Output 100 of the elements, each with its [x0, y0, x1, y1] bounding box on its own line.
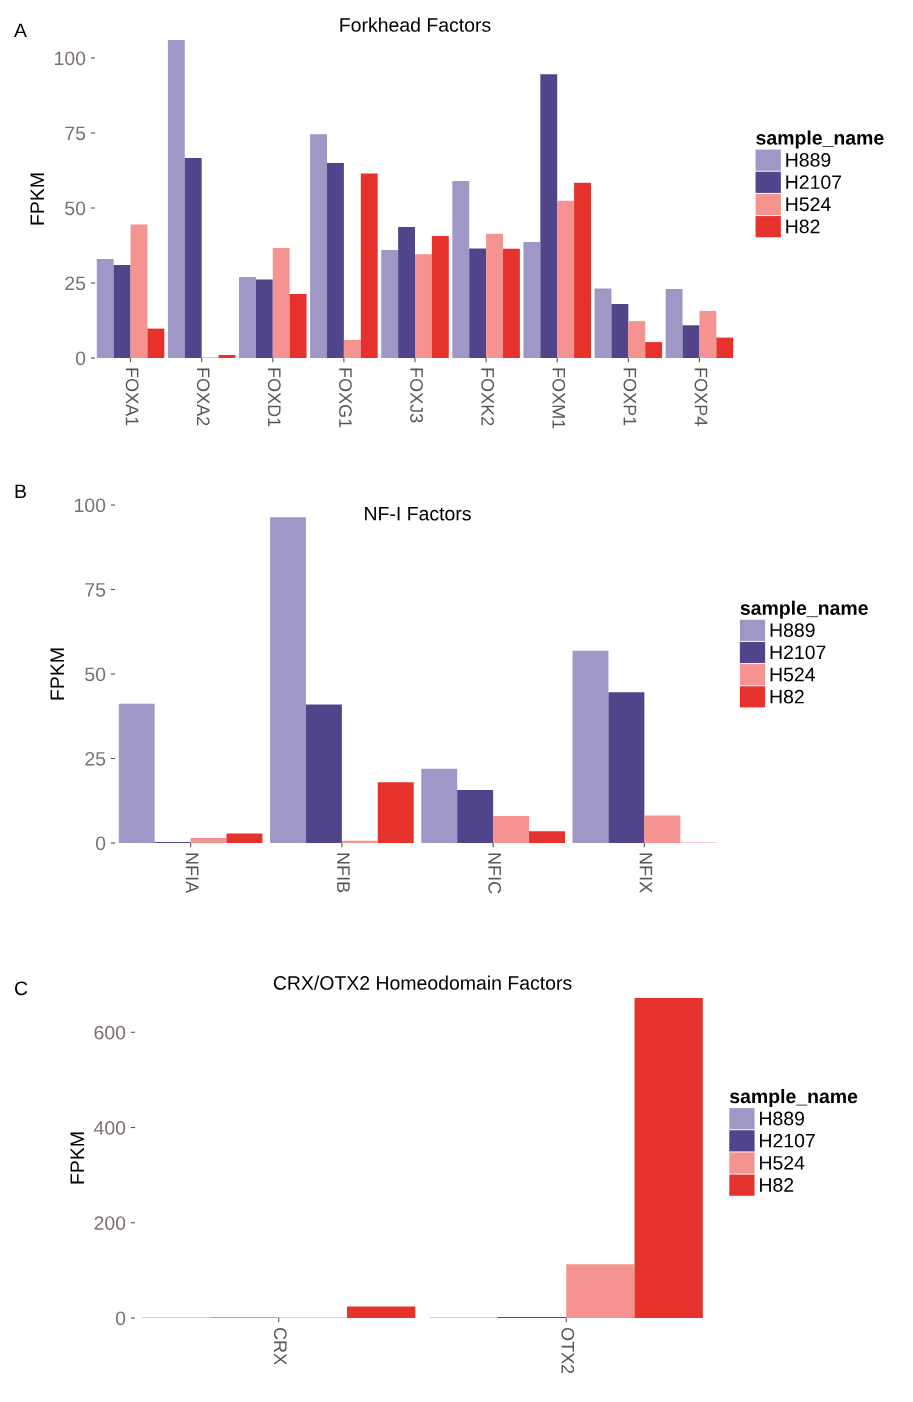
bar — [190, 837, 227, 843]
bar — [682, 325, 700, 358]
x-tick-label: FOXD1 — [267, 368, 281, 427]
legend-label: H2107 — [760, 1133, 815, 1148]
x-tick-label: NFIA — [185, 853, 199, 894]
legend-label: H889 — [770, 623, 815, 638]
legend-label: H889 — [786, 153, 831, 167]
y-tick-label: 600 — [94, 1025, 126, 1040]
bar — [343, 340, 361, 358]
y-tick-label: 75 — [65, 126, 86, 141]
text: A — [14, 23, 27, 38]
bar — [457, 789, 494, 843]
bar — [347, 1306, 416, 1318]
y-tick-label: 100 — [75, 498, 106, 513]
bar — [644, 815, 681, 843]
x-tick-label: FOXM1 — [552, 368, 566, 429]
bar — [398, 226, 415, 358]
bar — [381, 250, 399, 358]
bar — [305, 704, 342, 843]
legend-title: sample_name — [756, 130, 884, 149]
chart-title: NF-I Factors — [365, 506, 471, 521]
bar — [594, 288, 612, 358]
legend-label: H2107 — [770, 645, 826, 660]
bar — [239, 277, 256, 358]
bar — [218, 355, 236, 358]
bar — [611, 304, 629, 358]
bar — [503, 248, 520, 358]
y-tick-label: 75 — [85, 583, 106, 597]
text: B — [15, 484, 26, 499]
chart-title: CRX/OTX2 Homeodomain Factors — [273, 975, 572, 990]
legend-label: H889 — [760, 1111, 805, 1126]
bar — [523, 241, 541, 358]
bar — [486, 233, 503, 358]
x-tick-label: FOXJ3 — [410, 368, 423, 423]
x-tick-label: FOXA1 — [125, 368, 139, 426]
y-tick-label: 200 — [94, 1216, 126, 1230]
bar — [113, 265, 131, 358]
x-tick-label: FOXP1 — [623, 368, 637, 426]
y-tick-label: 0 — [115, 1311, 126, 1326]
x-tick-label: OTX2 — [561, 1327, 575, 1374]
bar — [645, 342, 663, 358]
x-tick-label: FOXK2 — [481, 368, 495, 426]
bar — [272, 247, 290, 358]
x-tick-label: FOXG1 — [339, 368, 352, 428]
bar — [377, 782, 414, 843]
bar — [255, 279, 273, 358]
legend-title: sample_name — [740, 600, 868, 619]
legend-label: H82 — [770, 689, 804, 704]
bar — [118, 703, 155, 843]
legend-label: H82 — [786, 219, 820, 234]
bar — [270, 517, 306, 843]
bar — [628, 321, 646, 358]
bar — [493, 815, 530, 843]
bar — [574, 182, 591, 358]
x-tick-label: CRX — [273, 1327, 287, 1365]
x-tick-label: FOXP4 — [694, 368, 708, 426]
bar — [360, 173, 378, 358]
y-tick-label: 50 — [85, 667, 106, 682]
x-tick-label: NFIX — [639, 853, 653, 893]
bar — [557, 200, 575, 358]
bar — [452, 181, 470, 358]
bar — [289, 294, 307, 358]
bar — [608, 692, 645, 843]
y-tick-label: 25 — [85, 751, 106, 766]
bar — [716, 337, 734, 358]
bar — [572, 650, 609, 843]
y-tick-label: 0 — [95, 836, 106, 851]
bar — [96, 259, 114, 358]
bar — [130, 224, 148, 358]
y-tick-label: 25 — [65, 276, 86, 291]
bar — [226, 833, 263, 843]
legend-label: H82 — [760, 1178, 794, 1192]
x-tick-label: NFIC — [488, 853, 502, 894]
bar — [431, 235, 449, 358]
y-tick-label: 0 — [75, 351, 86, 366]
y-tick-label: 50 — [65, 201, 86, 216]
text: C — [14, 981, 28, 996]
bar — [167, 40, 185, 358]
legend-label: H524 — [770, 667, 815, 682]
legend-label: H524 — [786, 197, 831, 212]
bar — [327, 163, 344, 358]
bar — [310, 134, 327, 358]
y-axis-title: FPKM — [70, 1132, 84, 1184]
x-tick-label: NFIB — [337, 853, 350, 893]
bar — [415, 254, 432, 358]
bar — [184, 157, 202, 358]
bar — [529, 831, 565, 843]
bar — [634, 998, 703, 1318]
chart-title: Forkhead Factors — [340, 17, 491, 32]
legend-label: H2107 — [786, 175, 842, 190]
y-tick-label: 100 — [55, 51, 86, 66]
bar — [665, 289, 683, 358]
x-tick-label: FOXA2 — [196, 368, 210, 426]
bar — [147, 328, 165, 358]
bar — [566, 1264, 635, 1318]
legend-label: H524 — [760, 1155, 805, 1170]
bar — [699, 310, 717, 358]
bar — [540, 74, 558, 358]
bar — [421, 768, 458, 843]
y-axis-title: FPKM — [50, 648, 64, 700]
